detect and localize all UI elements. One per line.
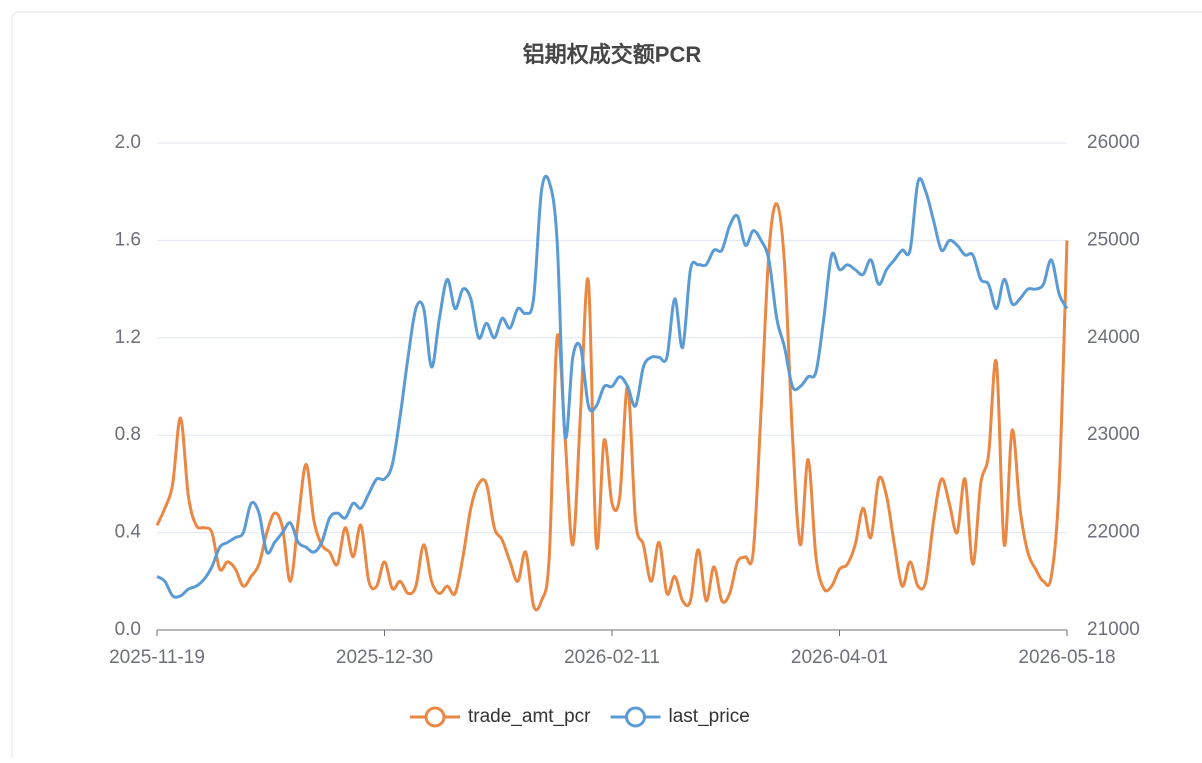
series-line [156,174,1069,599]
y2-tick-label: 23000 [1087,424,1140,445]
y-tick-label: 1.2 [115,327,141,348]
chart-title: 铝期权成交额PCR [523,42,702,67]
x-tick-label: 2025-12-30 [336,647,433,668]
y-tick-label: 2.0 [115,132,141,153]
y-tick-label: 0.8 [115,424,141,445]
y2-tick-label: 26000 [1087,132,1140,153]
x-tick-label: 2025-11-19 [109,647,205,668]
y-tick-label: 1.6 [115,229,141,250]
y2-tick-label: 25000 [1087,229,1140,250]
legend-label: trade_amt_pcr [468,706,591,727]
legend-label: last_price [669,706,750,727]
y-tick-label: 0.0 [115,619,141,640]
card [11,11,1202,763]
y-tick-label: 0.4 [115,522,142,543]
y2-tick-label: 22000 [1087,522,1140,543]
x-tick-label: 2026-04-01 [791,647,888,668]
x-tick-label: 2026-05-18 [1018,647,1115,668]
y2-tick-label: 21000 [1087,619,1140,640]
x-tick-label: 2026-02-11 [564,647,660,668]
y2-tick-label: 24000 [1087,327,1140,348]
legend-marker [424,706,446,728]
legend-marker [625,706,647,728]
